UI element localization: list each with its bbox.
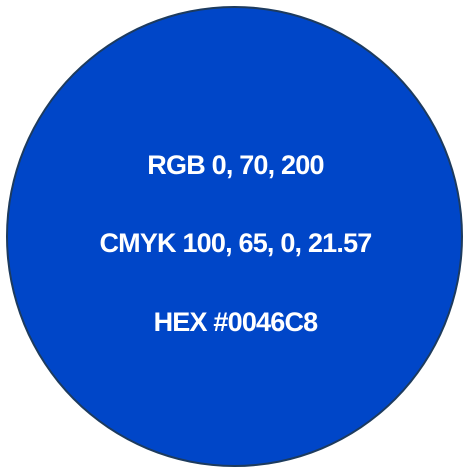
hex-value: HEX #0046C8 [153,307,319,337]
rgb-value: RGB 0, 70, 200 [147,150,324,180]
color-swatch-circle [6,6,463,467]
cmyk-value: CMYK 100, 65, 0, 21.57 [99,228,372,258]
